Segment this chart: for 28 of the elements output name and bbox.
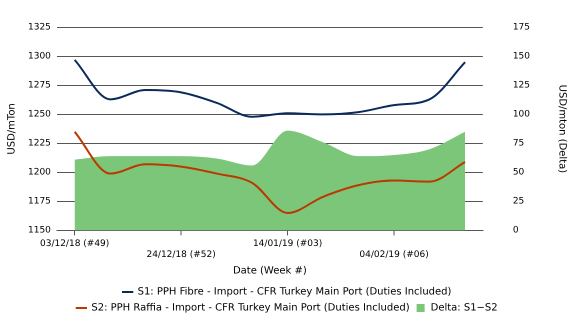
y2-tick-label: 25 [512,196,524,207]
y2-tick-label: 150 [512,52,530,62]
line-series [74,130,466,214]
y-tick-label: 1275 [28,80,51,91]
line-series [74,58,466,118]
y-tick-label: 1225 [28,138,51,149]
y-tick-label: 1200 [28,168,52,178]
y2-tick-label: 100 [512,110,530,120]
x-tick-label: 14/01/19 (#03) [252,239,322,250]
y2-axis-title: USD/mton (Delta) [556,84,568,174]
y2-tick-label: 175 [512,22,530,33]
x-axis-title: Date (Week #) [232,266,307,277]
legend-label: Delta: S1−S2 [430,302,498,314]
legend-label: S1: PPH Fibre - Import - CFR Turkey Main Port (Duties Included) [138,286,452,298]
x-tick-label: 03/12/18 (#49) [40,239,110,250]
y-tick-label: 1250 [28,110,52,120]
y2-tick-label: 75 [512,138,524,149]
y-tick-label: 1300 [28,52,52,62]
y-tick-label: 1150 [28,226,52,236]
y-tick-label: 1175 [28,196,51,207]
x-tick-label: 04/02/19 (#06) [359,250,429,260]
x-tick-label: 24/12/18 (#52) [146,250,216,260]
y-axis-title: USD/mTon [6,103,18,155]
y2-tick-label: 0 [512,226,519,236]
y2-tick-label: 125 [512,80,530,91]
y2-tick-label: 50 [512,168,525,178]
legend-label: S2: PPH Raffia - Import - CFR Turkey Main Port (Duties Included) [91,302,410,314]
y-tick-label: 1325 [28,22,51,33]
